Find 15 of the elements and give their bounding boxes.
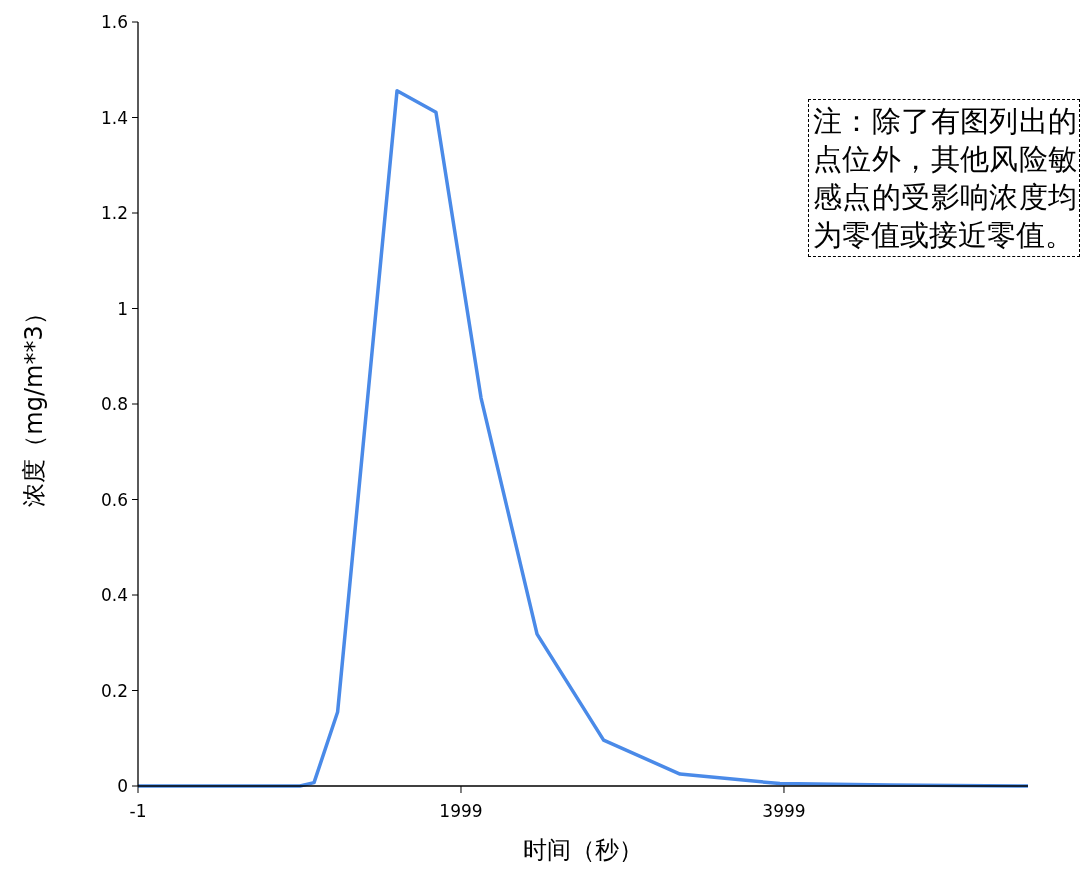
x-axis-title: 时间（秒） <box>523 836 643 864</box>
y-tick-label: 0.8 <box>100 394 128 414</box>
y-tick-label: 1.6 <box>100 12 128 32</box>
y-tick-label: 1.4 <box>100 107 128 128</box>
y-tick-label: 1.2 <box>100 203 128 223</box>
y-tick-label: 0.2 <box>100 680 128 701</box>
y-axis-title: 浓度（mg/m**3） <box>20 301 48 507</box>
x-tick-label: 3999 <box>762 801 806 821</box>
annotation: 注：除了有图列出的点位外，其他风险敏感点的受影响浓度均为零值或接近零值。 <box>813 103 1077 254</box>
y-tick-label: 0.6 <box>100 489 128 510</box>
y-tick-label: 1 <box>117 298 128 319</box>
y-tick-label: 0 <box>117 776 128 796</box>
x-tick-label: -1 <box>129 801 147 821</box>
y-tick-label: 0.4 <box>100 585 128 605</box>
x-tick-label: 1999 <box>439 801 483 821</box>
